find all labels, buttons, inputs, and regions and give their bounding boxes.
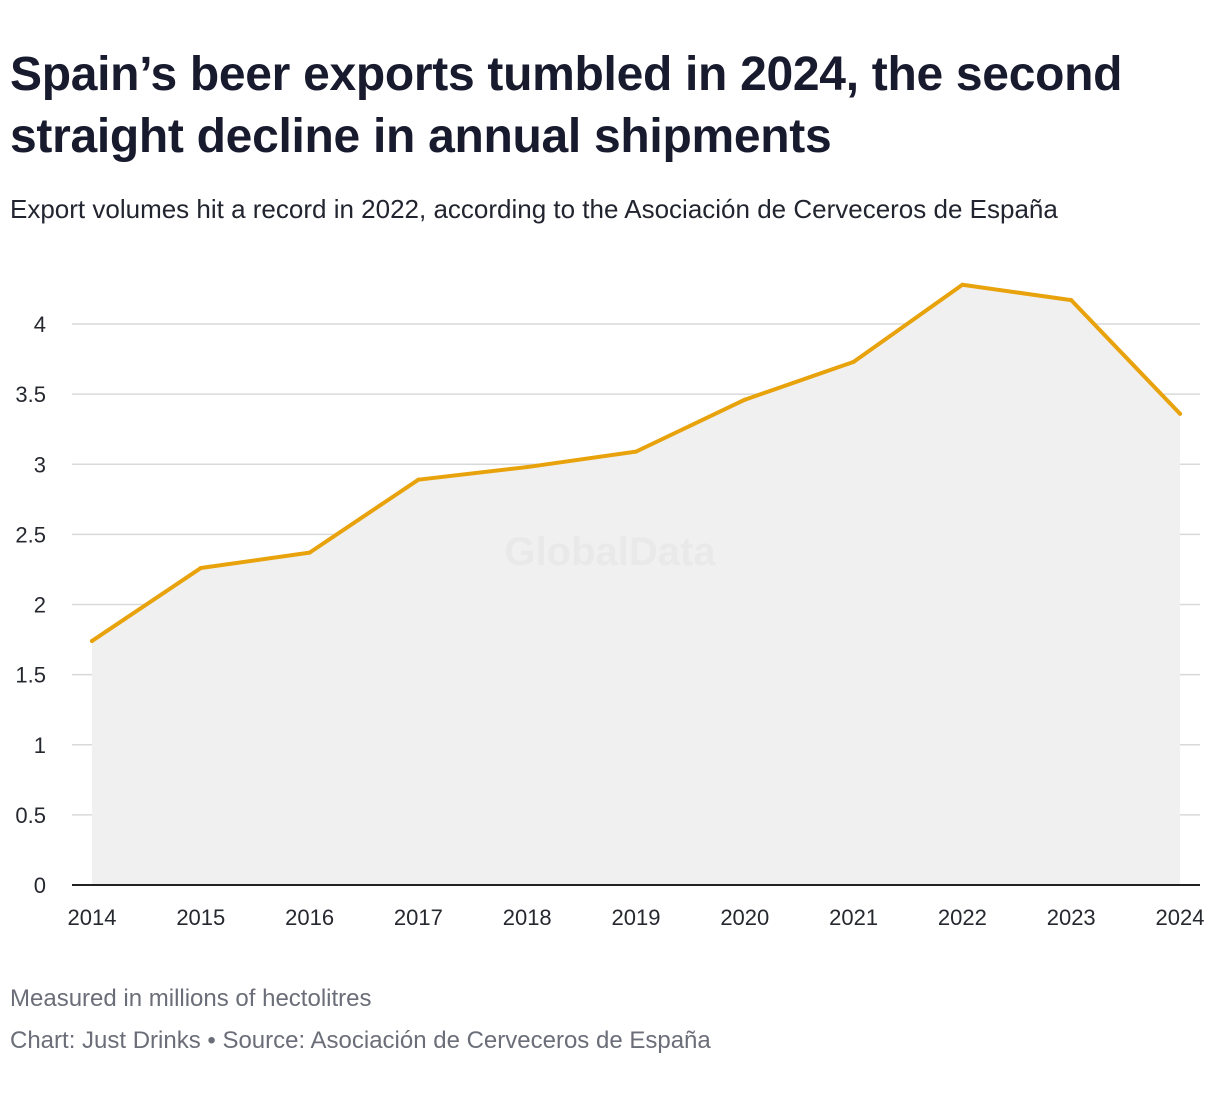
x-tick-label: 2018 [503, 905, 552, 930]
data-point [960, 282, 965, 287]
watermark: GlobalData [504, 530, 716, 574]
data-point [1069, 298, 1074, 303]
data-point [742, 397, 747, 402]
y-tick-label: 1 [34, 733, 46, 758]
y-tick-label: 3.5 [15, 382, 46, 407]
data-point [851, 359, 856, 364]
x-tick-label: 2019 [612, 905, 661, 930]
data-point [90, 638, 94, 643]
x-tick-label: 2015 [176, 905, 225, 930]
data-point [416, 477, 421, 482]
data-point [634, 449, 638, 454]
x-tick-label: 2023 [1047, 905, 1096, 930]
x-tick-label: 2020 [720, 905, 769, 930]
series-area [92, 284, 1180, 886]
y-tick-label: 2.5 [15, 522, 46, 547]
area-fill-group [92, 284, 1180, 886]
x-tick-label: 2016 [285, 905, 334, 930]
x-tick-label: 2017 [394, 905, 443, 930]
x-tick-label: 2024 [1156, 905, 1205, 930]
y-tick-label: 3 [34, 452, 46, 477]
x-axis: 2014 2015 2016 2017 2018 2019 2020 2021 2022 2023… [68, 884, 1205, 930]
y-tick-label: 1.5 [15, 663, 46, 688]
chart-title: Spain’s beer exports tumbled in 2024, th… [10, 48, 1123, 163]
y-axis: 0 0.5 1 1.5 2 2.5 3 3.5 4 [15, 312, 46, 898]
y-tick-label: 4 [34, 312, 46, 337]
x-tick-label: 2014 [68, 905, 117, 930]
y-tick-label: 0 [34, 873, 46, 898]
data-point [198, 566, 203, 571]
y-tick-label: 2 [34, 593, 46, 618]
y-tick-label: 0.5 [15, 803, 46, 828]
series-line-group [90, 282, 1182, 643]
source-credit: Chart: Just Drinks • Source: Asociación … [10, 1027, 711, 1054]
data-point [525, 465, 530, 470]
chart-area: GlobalData 00.511.522.533.54 2014 2015 201… [15, 282, 1205, 930]
x-tick-label: 2021 [829, 905, 878, 930]
unit-note: Measured in millions of hectolitres [10, 985, 372, 1012]
data-point [307, 550, 312, 555]
chart-subtitle: Export volumes hit a record in 2022, acc… [10, 194, 1058, 224]
x-tick-label: 2022 [938, 905, 987, 930]
data-point [1178, 411, 1182, 416]
